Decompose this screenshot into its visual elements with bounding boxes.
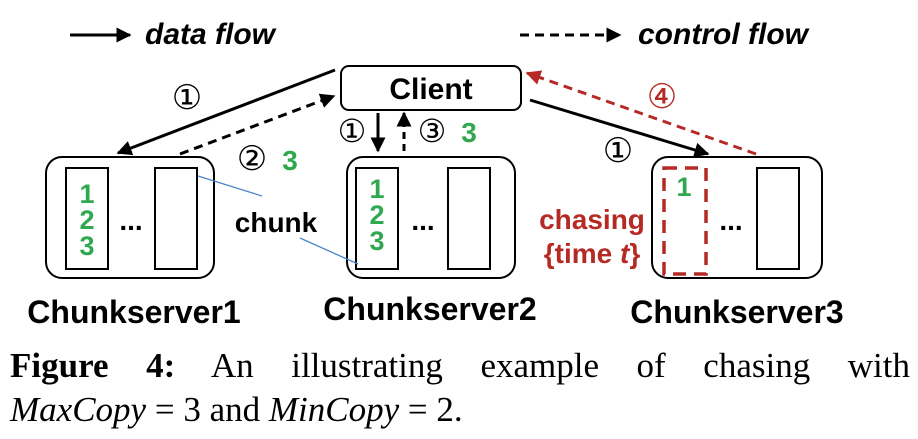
- arrow-cs3-to-client-control: [525, 70, 757, 156]
- chasing-label-line1: chasing: [539, 204, 645, 235]
- step-1-mid: ①: [338, 113, 367, 149]
- chunkserver-2-chunk-1: 1: [369, 174, 384, 204]
- legend-control-flow-label: control flow: [638, 18, 810, 51]
- step-2-count: 3: [282, 145, 298, 176]
- chasing-diagram: data flow control flow Client 1 2 3 ... …: [27, 18, 844, 330]
- chunkserver-1-chunk-2: 2: [79, 205, 94, 235]
- chunkserver-1-chunk-3: 3: [79, 231, 94, 261]
- chasing-time-variable: t: [620, 238, 631, 269]
- step-labels: ① ② 3 ① ③ 3 ① ④: [172, 78, 677, 178]
- step-3-count: 3: [461, 117, 477, 148]
- legend: data flow control flow: [70, 18, 810, 51]
- step-4: ④: [647, 78, 677, 116]
- chunk-label: chunk: [235, 207, 318, 238]
- chunkserver-3: 1 ... Chunkserver3: [630, 156, 844, 330]
- caption-line-1: Figure 4: An illustrating example of cha…: [10, 344, 910, 388]
- caption-maxcopy-name: MaxCopy: [10, 390, 147, 429]
- arrow-client-to-cs1: [116, 68, 336, 156]
- client-box: [340, 65, 522, 111]
- chunkserver-1-chunk-slot-a: [65, 167, 109, 270]
- chunkserver-1-chunk-slot-b: [154, 167, 198, 270]
- chunkserver-3-chasing-slot: [662, 166, 708, 276]
- arrow-client-to-cs3: [529, 98, 710, 158]
- caption-figure-label: Figure 4:: [10, 346, 176, 385]
- chunkserver-2-chunk-3: 3: [369, 226, 384, 256]
- flow-arrows: [116, 68, 757, 158]
- chunkserver-2-chunk-2: 2: [369, 200, 384, 230]
- arrow-cs1-to-client: [179, 93, 336, 156]
- caption-line-2: MaxCopy = 3 and MinCopy = 2.: [10, 388, 910, 432]
- caption-text: An illustrating example of chasing with: [210, 346, 910, 385]
- chunkserver-3-chunk-1: 1: [676, 172, 691, 202]
- chunkserver-2-name: Chunkserver2: [323, 291, 536, 327]
- chunkserver-3-chunk-slot-b: [756, 167, 800, 270]
- chasing-annotation: chasing {time t}: [539, 204, 645, 269]
- chunkserver-1-chunk-1: 1: [79, 179, 94, 209]
- step-3: ③: [418, 113, 447, 149]
- legend-data-flow-label: data flow: [145, 18, 277, 51]
- client-node: Client: [340, 65, 522, 111]
- caption-maxcopy-eq: = 3 and: [146, 390, 269, 429]
- step-1-left: ①: [172, 79, 202, 117]
- chasing-time-suffix: }: [629, 238, 640, 269]
- client-label: Client: [389, 73, 472, 106]
- chunkserver-2-chunk-slot-b: [447, 167, 491, 270]
- chunk-annotation: chunk: [197, 175, 359, 265]
- caption-mincopy-name: MinCopy: [268, 390, 400, 429]
- step-1-right: ①: [603, 132, 633, 170]
- caption-mincopy-eq: = 2.: [399, 390, 463, 429]
- step-2: ②: [237, 140, 267, 178]
- chunkserver-2-chunk-slot-a: [355, 167, 399, 270]
- chasing-time-prefix: {time: [544, 238, 620, 269]
- chasing-label-line2: {time t}: [544, 238, 641, 269]
- chunkserver-1-ellipsis: ...: [119, 205, 142, 236]
- chunkserver-1: 1 2 3 ... Chunkserver1: [27, 156, 241, 330]
- chunk-pointer-lower: [299, 237, 359, 265]
- figure-caption: Figure 4: An illustrating example of cha…: [10, 344, 910, 432]
- chunkserver-3-name: Chunkserver3: [630, 294, 843, 330]
- chunkserver-2: 1 2 3 ... Chunkserver2: [323, 156, 537, 327]
- chunkserver-2-ellipsis: ...: [411, 205, 434, 236]
- chunk-pointer-upper: [197, 175, 263, 197]
- chunkserver-1-name: Chunkserver1: [27, 294, 240, 330]
- chunkserver-3-ellipsis: ...: [719, 205, 742, 236]
